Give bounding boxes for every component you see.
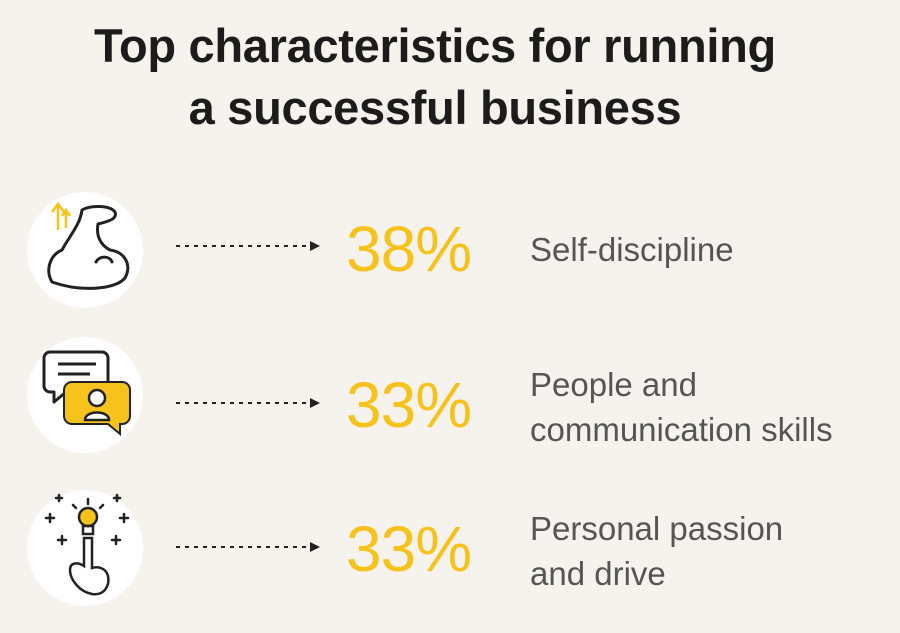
percentage: 38% <box>346 213 472 285</box>
title-line: Top characteristics for running <box>94 19 776 72</box>
item-label: communication skills <box>530 411 833 448</box>
percentage: 33% <box>346 369 472 441</box>
title-line: a successful business <box>188 81 682 134</box>
item-label: Personal passion <box>530 510 784 547</box>
item-label: Self-discipline <box>530 231 734 268</box>
percentage: 33% <box>346 513 472 585</box>
item-label: and drive <box>530 555 666 592</box>
item-label: People and <box>530 366 697 403</box>
